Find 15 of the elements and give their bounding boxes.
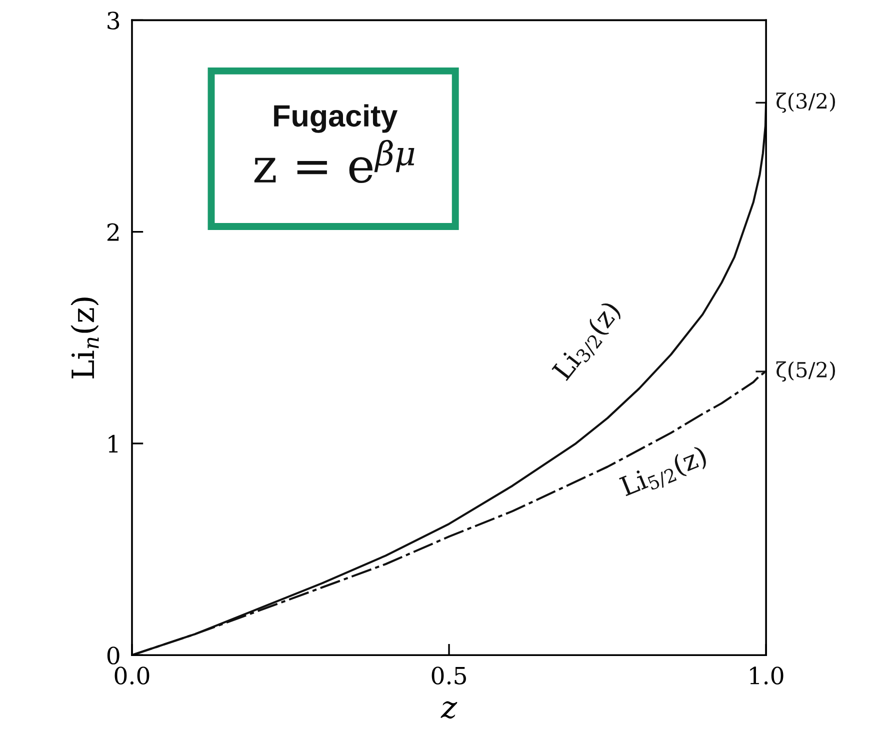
x-tick-label: 1.0 [750, 666, 784, 685]
ref-line-label: ζ(5/2) [776, 361, 835, 382]
x-tick-label: 0.5 [432, 666, 466, 685]
text: Li$_{3/2}$(z) [551, 300, 626, 385]
x-tick-label: 0.0 [114, 666, 150, 685]
y-tick-label: 2 [107, 223, 119, 241]
annotation: z = e$^{βμ}$ [254, 140, 414, 184]
text: Li$_{5/2}$(z) [618, 444, 710, 502]
y-axis-title: Li$_{n}$(z) [70, 298, 99, 378]
ref-line-label: ζ(3/2) [776, 92, 835, 113]
y-tick-label: 3 [108, 12, 120, 30]
annotation: Fugacity [274, 104, 398, 133]
x-axis-title: z [440, 701, 458, 719]
y-tick-label: 1 [108, 434, 118, 452]
y-tick-label: 0 [107, 646, 120, 664]
